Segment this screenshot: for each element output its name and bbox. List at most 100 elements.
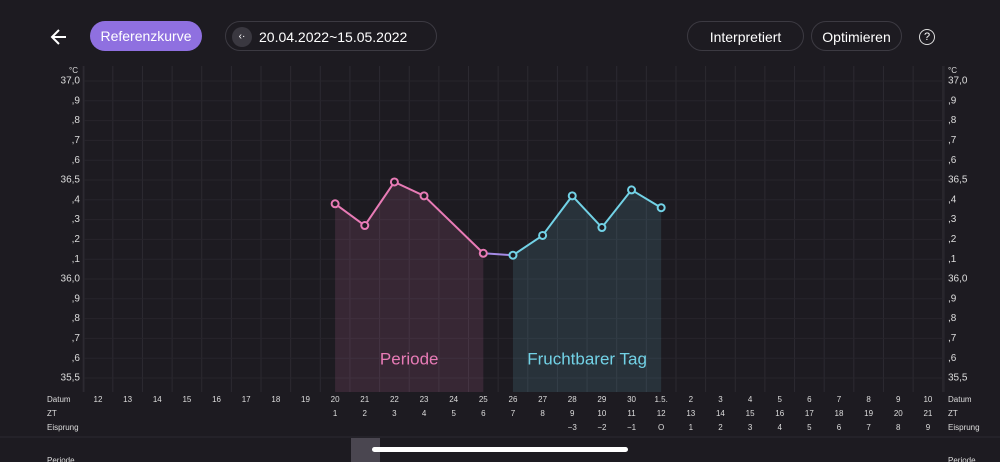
y-tick-label: 36,0	[61, 274, 81, 285]
row-label: Datum	[47, 395, 71, 404]
row-label: Eisprung	[47, 423, 79, 432]
y-tick-label: ,3	[72, 214, 81, 225]
y-tick-label: ,1	[72, 254, 81, 265]
y-unit: °C	[69, 66, 78, 75]
row-label-right: Eisprung	[948, 423, 980, 432]
zt-cell: 1	[333, 409, 338, 418]
y-tick-label-right: ,6	[948, 353, 957, 364]
x-tick-label: 16	[212, 395, 221, 404]
home-indicator	[372, 447, 628, 452]
x-tick-label: 30	[627, 395, 636, 404]
y-tick-label: ,8	[72, 313, 81, 324]
eisprung-cell: 7	[866, 423, 871, 432]
x-tick-label: 18	[271, 395, 280, 404]
zt-cell: 3	[392, 409, 397, 418]
zt-cell: 5	[451, 409, 456, 418]
x-tick-label: 28	[568, 395, 577, 404]
y-tick-label: 35,5	[61, 373, 81, 384]
point	[330, 199, 340, 209]
y-unit-right: °C	[948, 66, 957, 75]
date-icon: ‹·	[232, 27, 252, 47]
y-tick-label: ,8	[72, 115, 81, 126]
row-label: ZT	[47, 409, 57, 418]
optimize-button[interactable]: Optimieren	[811, 21, 902, 51]
y-tick-label-right: 36,5	[948, 175, 968, 186]
point	[389, 177, 399, 187]
eisprung-cell: 8	[896, 423, 901, 432]
y-tick-label: ,6	[72, 353, 81, 364]
eisprung-cell: 6	[837, 423, 842, 432]
zt-cell: 14	[716, 409, 725, 418]
series-label: Fruchtbarer Tag	[527, 349, 647, 368]
zt-cell: 8	[540, 409, 545, 418]
y-tick-label-right: ,4	[948, 194, 957, 205]
x-tick-label: 20	[331, 395, 340, 404]
help-button[interactable]: ?	[919, 29, 935, 45]
eisprung-cell: −3	[568, 423, 578, 432]
eisprung-cell: 2	[718, 423, 723, 432]
y-tick-label-right: 35,5	[948, 373, 968, 384]
y-tick-label-right: ,7	[948, 333, 957, 344]
eisprung-cell: O	[658, 423, 664, 432]
zt-cell: 9	[570, 409, 575, 418]
eisprung-cell: 4	[777, 423, 782, 432]
x-tick-label: 21	[360, 395, 369, 404]
area	[512, 189, 662, 392]
x-tick-label: 15	[182, 395, 191, 404]
point	[567, 191, 577, 201]
zt-cell: 11	[627, 409, 636, 418]
x-tick-label: 14	[153, 395, 162, 404]
series-label: Periode	[380, 349, 439, 368]
area	[335, 181, 484, 392]
y-tick-label: ,9	[72, 95, 81, 106]
zt-cell: 6	[481, 409, 486, 418]
zt-cell: 7	[511, 409, 516, 418]
point	[538, 230, 548, 240]
y-tick-label: ,7	[72, 333, 81, 344]
row-label-right: ZT	[948, 409, 958, 418]
zt-cell: 20	[894, 409, 903, 418]
x-tick-label: 3	[718, 395, 723, 404]
x-tick-label: 26	[509, 395, 518, 404]
date-range-text: 20.04.2022~15.05.2022	[259, 29, 408, 45]
x-tick-label: 27	[538, 395, 547, 404]
zt-cell: 12	[657, 409, 666, 418]
point	[656, 203, 666, 213]
point	[360, 221, 370, 231]
reference-button[interactable]: Referenzkurve	[90, 21, 202, 51]
row-label-right: Datum	[948, 395, 972, 404]
eisprung-cell: −2	[597, 423, 607, 432]
point	[627, 185, 637, 195]
periode-row-label: Periode	[47, 456, 75, 462]
y-tick-label-right: ,1	[948, 254, 957, 265]
zt-cell: 13	[686, 409, 695, 418]
x-tick-label: 4	[748, 395, 753, 404]
x-tick-label: 5	[777, 395, 782, 404]
y-tick-label: ,9	[72, 293, 81, 304]
zt-cell: 15	[746, 409, 755, 418]
eisprung-cell: −1	[627, 423, 637, 432]
y-tick-label-right: ,8	[948, 313, 957, 324]
date-range[interactable]: ‹· 20.04.2022~15.05.2022	[225, 21, 437, 51]
eisprung-cell: 3	[748, 423, 753, 432]
x-tick-label: 13	[123, 395, 132, 404]
y-tick-label-right: 36,0	[948, 274, 968, 285]
x-tick-label: 19	[301, 395, 310, 404]
point	[597, 223, 607, 233]
zt-cell: 19	[864, 409, 873, 418]
back-button[interactable]	[50, 28, 68, 46]
zt-cell: 21	[923, 409, 932, 418]
x-tick-label: 10	[923, 395, 932, 404]
zt-cell: 17	[805, 409, 814, 418]
y-tick-label: ,7	[72, 135, 81, 146]
zt-cell: 4	[422, 409, 427, 418]
y-tick-label: ,2	[72, 234, 81, 245]
x-tick-label: 2	[689, 395, 694, 404]
y-tick-label-right: ,3	[948, 214, 957, 225]
periode-row-label-right: Periode	[948, 456, 976, 462]
point	[508, 250, 518, 260]
interpreted-button[interactable]: Interpretiert	[687, 21, 804, 51]
y-tick-label-right: 37,0	[948, 76, 968, 87]
x-tick-label: 6	[807, 395, 812, 404]
